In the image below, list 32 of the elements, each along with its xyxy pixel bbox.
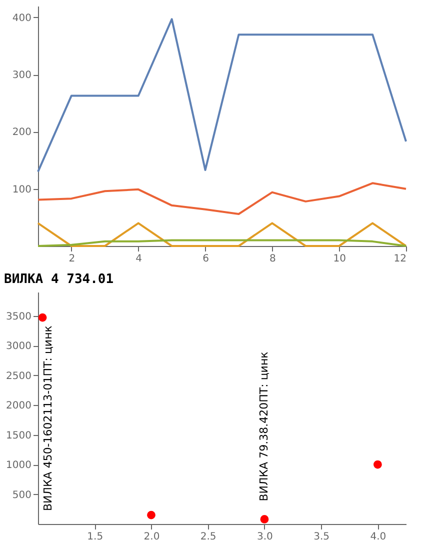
y-tick-label: 400 — [12, 12, 32, 24]
annotation: ВИЛКА 79.38.420ПТ: цинк — [257, 351, 270, 502]
point — [38, 313, 47, 322]
x-tick-label: 3.5 — [314, 532, 330, 542]
x-tick-label: 12 — [394, 254, 406, 264]
y-tick-label: 100 — [12, 184, 32, 196]
x-tick-label: 8 — [269, 254, 276, 264]
chart-title: ВИЛКА 4 734.01 — [4, 272, 114, 287]
x-tick-label: 3.0 — [257, 532, 273, 542]
y-tick-label: 500 — [12, 490, 32, 501]
point — [374, 460, 382, 469]
y-tick-label: 3500 — [6, 311, 32, 322]
x-tick-label: 4.0 — [370, 532, 386, 542]
x-tick-label: 1.5 — [87, 532, 104, 542]
line-series — [37, 182, 407, 215]
x-tick-label: 2 — [68, 254, 76, 264]
x-tick-label: 10 — [333, 254, 346, 264]
line-series — [37, 18, 407, 173]
y-tick-label: 2000 — [6, 400, 32, 412]
point — [147, 510, 156, 520]
x-tick-label: 2.0 — [144, 532, 160, 542]
x-tick-label: 6 — [202, 254, 209, 264]
y-tick-label: 3000 — [6, 341, 32, 352]
annotation: ВИЛКА 450-1602113-01ПТ: цинк — [42, 325, 55, 512]
x-tick-label: 4 — [136, 254, 142, 264]
x-tick-label: 2.5 — [200, 532, 216, 542]
y-tick-label: 200 — [12, 127, 32, 138]
y-tick-label: 1000 — [6, 460, 32, 472]
y-tick-label: 1500 — [6, 430, 32, 442]
y-tick-label: 2500 — [6, 370, 32, 382]
point — [260, 515, 269, 524]
y-tick-label: 300 — [12, 70, 32, 82]
